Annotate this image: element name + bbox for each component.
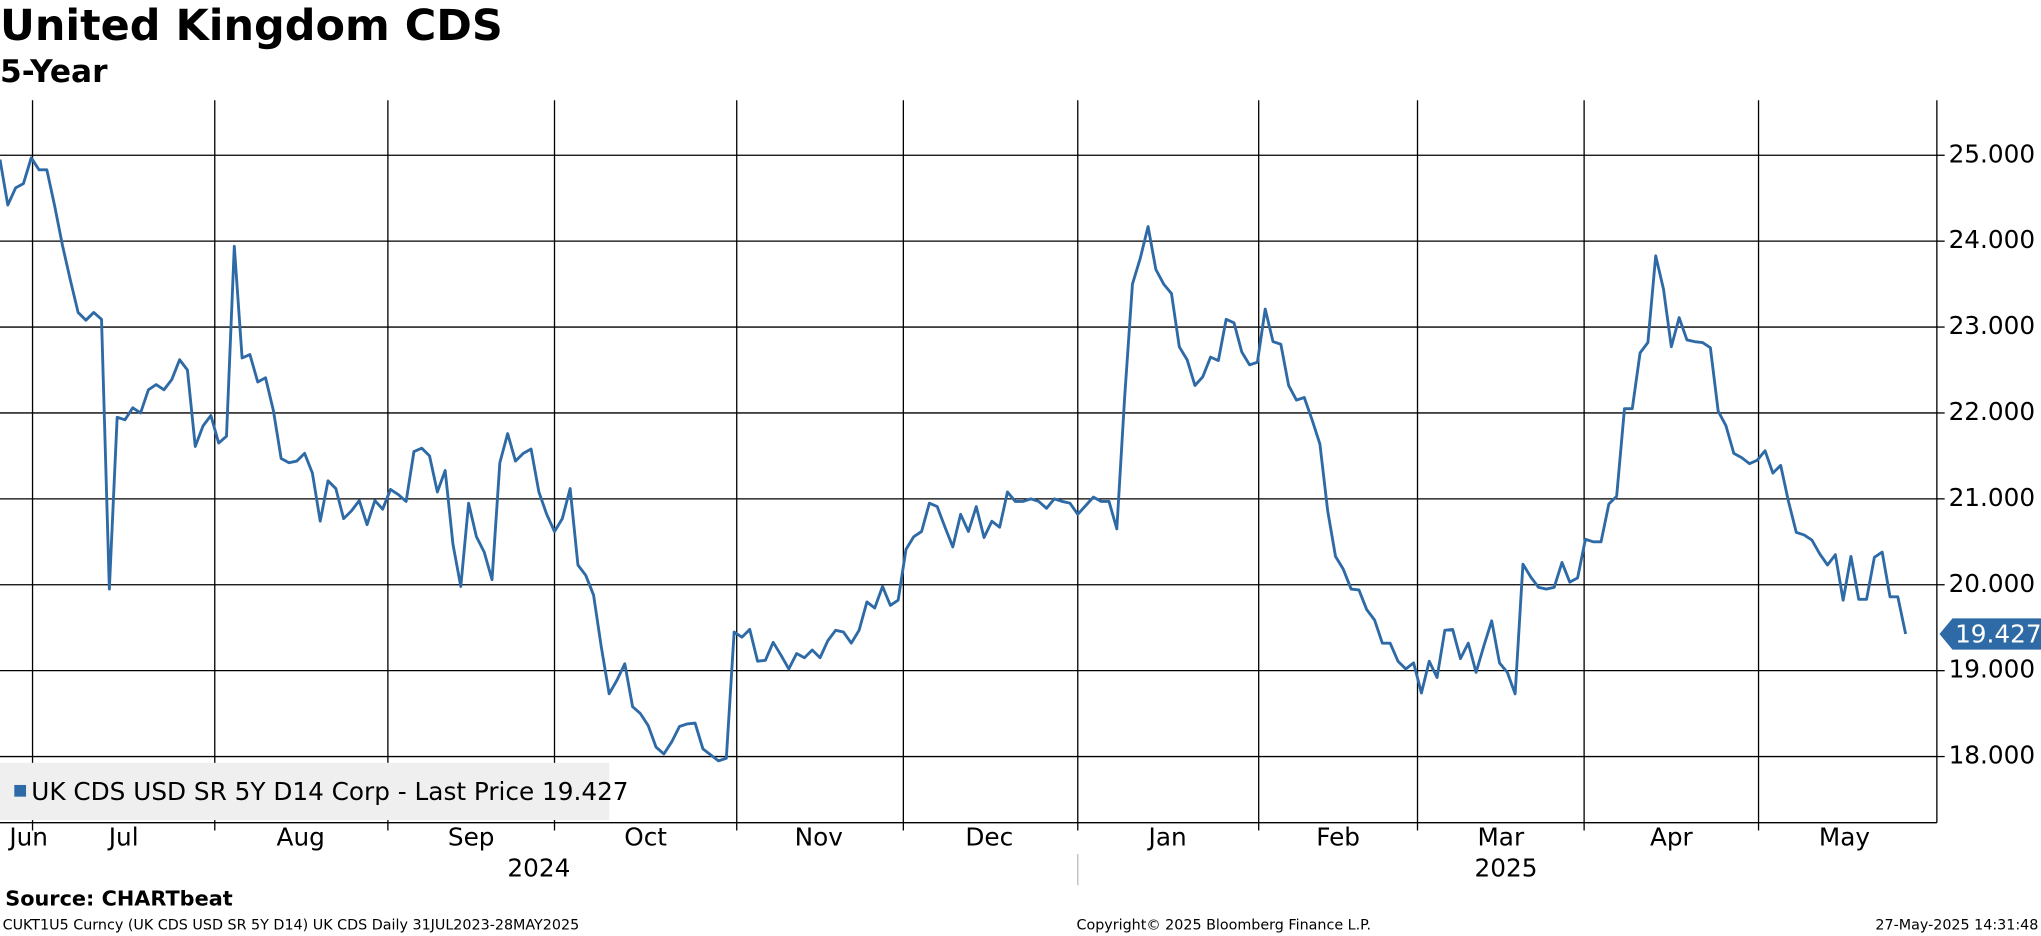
x-tick-label: Sep — [448, 822, 495, 851]
source: Source: CHARTbeat — [5, 886, 233, 910]
legend-label: UK CDS USD SR 5Y D14 Corp - Last Price 1… — [31, 777, 628, 806]
legend-swatch — [14, 784, 27, 797]
last-price-tag — [1939, 618, 2041, 650]
footer-left: CUKT1U5 Curncy (UK CDS USD SR 5Y D14) UK… — [3, 918, 580, 934]
x-tick-label: Dec — [965, 822, 1013, 851]
x-tick-label: Apr — [1650, 822, 1694, 851]
series-line — [0, 156, 1908, 763]
x-tick-label: Nov — [795, 822, 843, 851]
year-label: 2025 — [1475, 854, 1538, 883]
chart-title: United Kingdom CDS — [0, 1, 503, 51]
x-tick-label: Jun — [7, 822, 48, 851]
x-tick-label: Jan — [1147, 822, 1187, 851]
y-tick-label: 19.000 — [1949, 655, 2036, 684]
x-tick-label: Aug — [277, 822, 325, 851]
x-tick-label: Oct — [624, 822, 667, 851]
y-tick-label: 18.000 — [1949, 741, 2036, 770]
last-price-label: 19.427 — [1955, 619, 2041, 648]
y-tick-label: 25.000 — [1949, 139, 2036, 168]
year-label: 2024 — [507, 854, 570, 883]
legend-box — [0, 762, 610, 821]
y-tick-label: 24.000 — [1949, 225, 2036, 254]
footer-center: Copyright© 2025 Bloomberg Finance L.P. — [1076, 918, 1371, 934]
x-tick-label: Feb — [1316, 822, 1360, 851]
x-tick-label: Mar — [1477, 822, 1524, 851]
y-tick-label: 23.000 — [1949, 311, 2036, 340]
x-tick-label: May — [1819, 822, 1870, 851]
y-tick-label: 22.000 — [1949, 397, 2036, 426]
y-tick-label: 20.000 — [1949, 569, 2036, 598]
x-tick-label: Jul — [107, 822, 139, 851]
footer-right: 27-May-2025 14:31:48 — [1875, 918, 2038, 934]
y-tick-label: 21.000 — [1949, 483, 2036, 512]
chart-subtitle: 5-Year — [0, 54, 108, 90]
